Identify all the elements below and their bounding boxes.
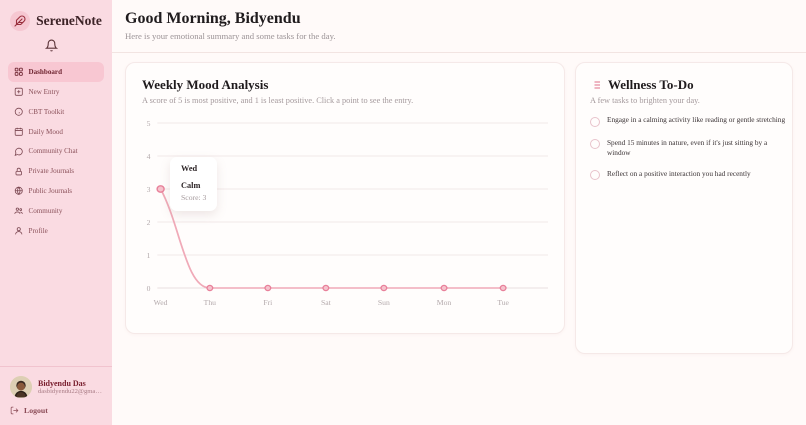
svg-text:3: 3 [147,185,151,194]
svg-text:Sat: Sat [321,298,331,307]
svg-text:Mon: Mon [437,298,452,307]
svg-text:0: 0 [147,284,151,293]
svg-text:1: 1 [147,251,151,260]
svg-text:Thu: Thu [204,298,217,307]
svg-text:4: 4 [147,152,151,161]
svg-text:Wed: Wed [154,298,168,307]
svg-text:Sun: Sun [378,298,390,307]
svg-text:2: 2 [147,218,151,227]
svg-text:5: 5 [147,119,151,128]
svg-text:Fri: Fri [263,298,272,307]
svg-text:Tue: Tue [497,298,509,307]
